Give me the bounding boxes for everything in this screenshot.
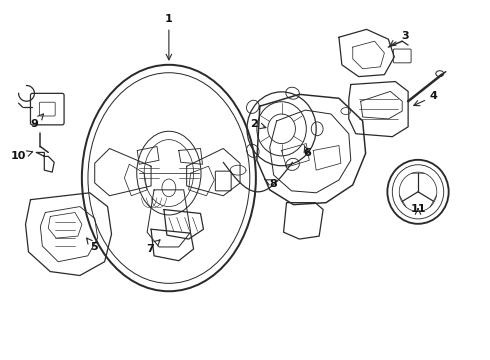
Text: 1: 1: [165, 14, 173, 60]
Text: 2: 2: [250, 119, 266, 129]
Text: 3: 3: [390, 31, 409, 46]
Text: 9: 9: [30, 114, 44, 129]
Text: 10: 10: [11, 151, 33, 161]
Text: 11: 11: [410, 204, 426, 215]
Text: 5: 5: [87, 238, 98, 252]
Text: 8: 8: [265, 179, 277, 189]
Text: 7: 7: [147, 240, 160, 254]
Text: 6: 6: [303, 145, 311, 158]
Text: 4: 4: [414, 91, 438, 106]
